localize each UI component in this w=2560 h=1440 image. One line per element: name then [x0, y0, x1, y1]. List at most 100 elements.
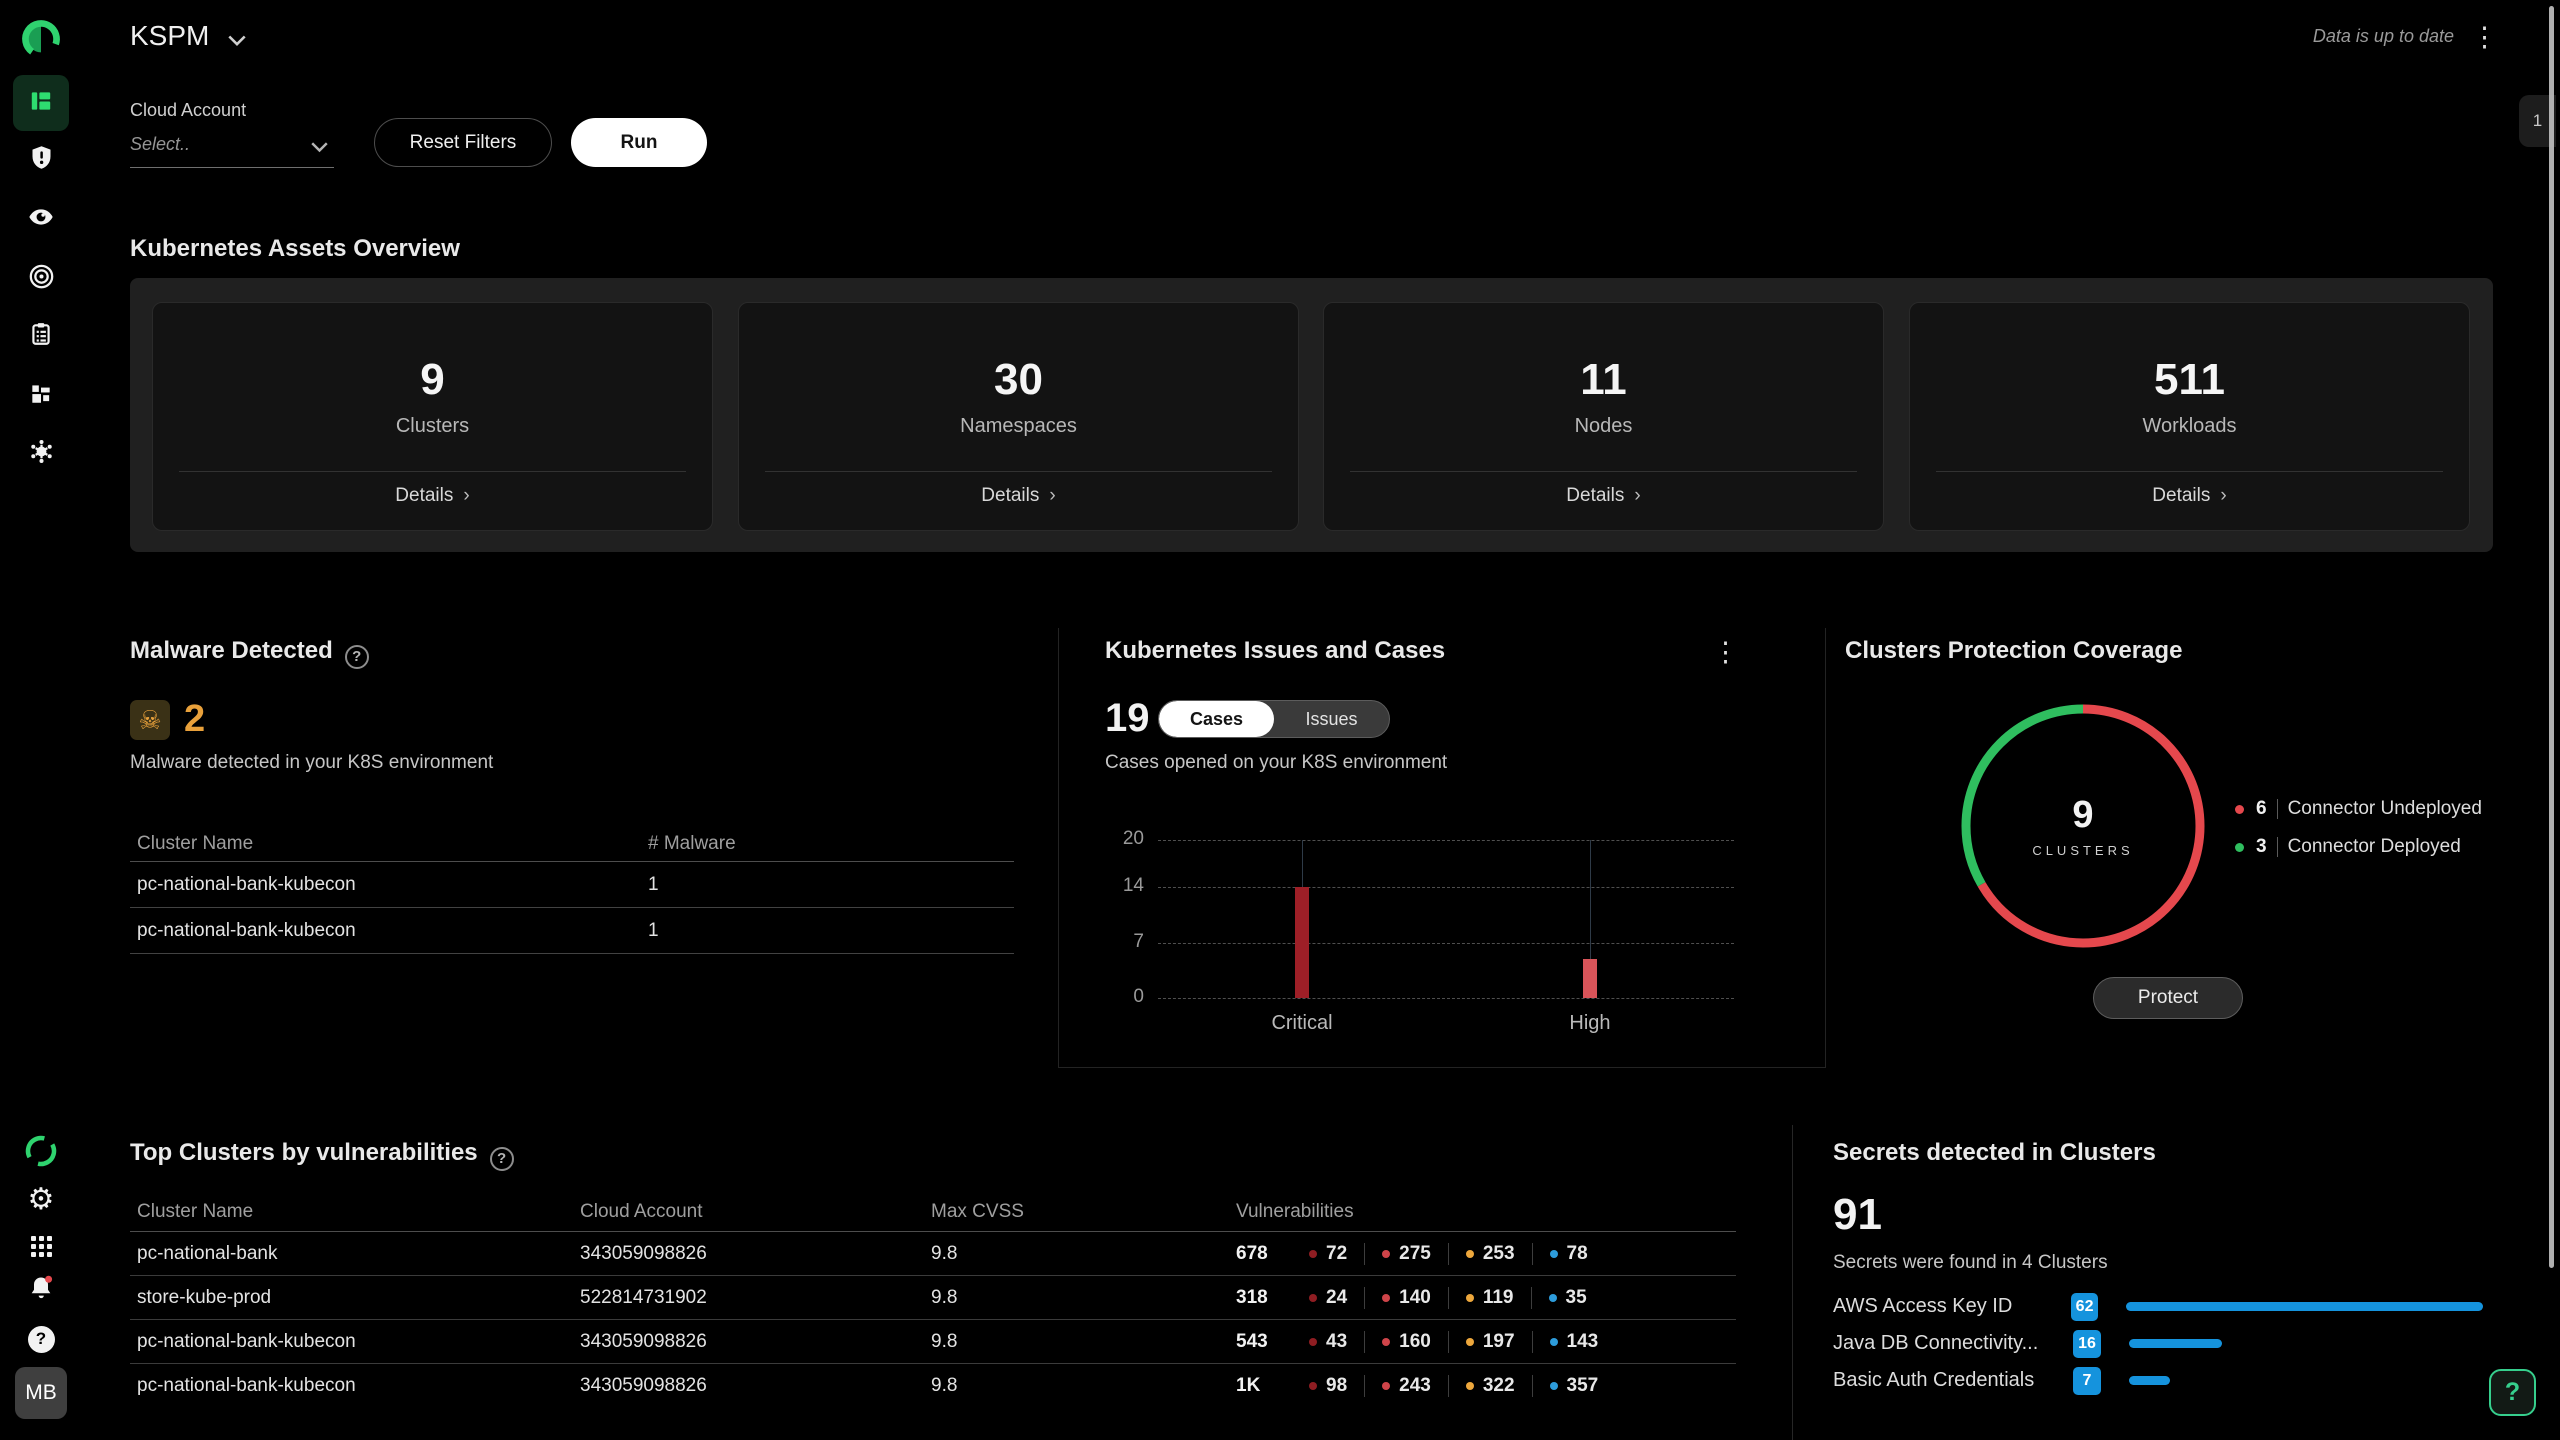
malware-badge: ☠ [130, 700, 170, 740]
y-tick-label: 7 [1133, 930, 1144, 952]
bar-high [1583, 958, 1597, 998]
run-button[interactable]: Run [571, 118, 707, 167]
col-max-cvss: Max CVSS [931, 1200, 1024, 1222]
reset-filters-button[interactable]: Reset Filters [374, 118, 552, 167]
secrets-count: 91 [1833, 1190, 1882, 1239]
sidebar-item-help[interactable]: ? [13, 1311, 69, 1367]
list-item[interactable]: Basic Auth Credentials 7 [1833, 1362, 2483, 1399]
blocks-icon [28, 380, 54, 411]
secrets-title: Secrets detected in Clusters [1833, 1139, 2156, 1166]
x-tick-label: Critical [1271, 1012, 1333, 1034]
high-dot-icon [1382, 1249, 1391, 1258]
top-clusters-table-header: Cluster Name Cloud Account Max CVSS Vuln… [130, 1192, 1736, 1232]
clusters-count: 9 [420, 355, 445, 404]
secrets-subtitle: Secrets were found in 4 Clusters [1833, 1252, 2108, 1273]
tab-issues[interactable]: Issues [1305, 708, 1358, 729]
assets-overview-panel: 9 Clusters Details › 30 Namespaces Detail… [130, 278, 2493, 552]
gridline [1158, 887, 1734, 889]
eye-icon [27, 203, 55, 236]
asset-card-namespaces: 30 Namespaces Details › [738, 302, 1299, 531]
gear-icon: ⚙ [27, 1183, 55, 1216]
count-badge: 16 [2073, 1329, 2101, 1358]
namespaces-label: Namespaces [960, 415, 1077, 437]
chevron-right-icon: › [2220, 485, 2227, 506]
count-badge: 7 [2073, 1366, 2101, 1395]
table-row[interactable]: pc-national-bank-kubecon 1 [130, 862, 1014, 908]
issues-cases-kebab-menu[interactable]: ⋮ [1712, 637, 1739, 667]
list-item[interactable]: Java DB Connectivity... 16 [1833, 1325, 2483, 1362]
coverage-donut-chart: 9 CLUSTERS [1958, 701, 2208, 951]
sidebar-item-visibility[interactable] [13, 191, 69, 247]
protect-button[interactable]: Protect [2093, 977, 2243, 1019]
sidebar-item-posture[interactable] [13, 132, 69, 188]
malware-title: Malware Detected? [130, 637, 369, 669]
table-row[interactable]: pc-national-bank-kubecon 343059098826 9.… [130, 1364, 1736, 1404]
scrollbar[interactable] [2549, 6, 2554, 1268]
donut-center: 9 CLUSTERS [1958, 701, 2208, 951]
col-cluster-name: Cluster Name [137, 832, 254, 854]
list-item[interactable]: AWS Access Key ID 62 [1833, 1288, 2483, 1325]
table-row[interactable]: pc-national-bank 343059098826 9.8 678 72… [130, 1232, 1736, 1276]
app-logo-icon[interactable] [21, 19, 61, 59]
help-tooltip-icon[interactable]: ? [344, 644, 369, 669]
table-row[interactable]: pc-national-bank-kubecon 1 [130, 908, 1014, 954]
help-tooltip-icon[interactable]: ? [489, 1146, 514, 1171]
shield-alert-icon [28, 144, 55, 176]
sidebar-item-product-logo[interactable] [13, 1125, 69, 1181]
sidebar-item-notifications[interactable] [13, 1262, 69, 1318]
select-placeholder: Select.. [130, 134, 191, 154]
sidebar-item-dashboard[interactable] [13, 75, 69, 131]
bar [2126, 1302, 2483, 1311]
chevron-down-icon[interactable] [228, 34, 246, 52]
high-dot-icon [1382, 1293, 1391, 1302]
bell-icon [27, 1274, 55, 1307]
nodes-label: Nodes [1574, 415, 1633, 437]
page-title[interactable]: KSPM [130, 20, 210, 51]
dashboard-icon [28, 88, 54, 119]
top-clusters-table: Cluster Name Cloud Account Max CVSS Vuln… [130, 1192, 1736, 1404]
sidebar-item-compliance[interactable] [13, 308, 69, 364]
nodes-details-link[interactable]: Details › [1566, 485, 1641, 506]
gridline [1158, 840, 1734, 841]
user-avatar[interactable]: MB [15, 1367, 67, 1419]
help-icon: ? [27, 1325, 55, 1353]
skull-icon: ☠ [138, 705, 162, 735]
cloud-account-select[interactable]: Select.. [130, 126, 334, 168]
sidebar-item-settings[interactable]: ⚙ [13, 1172, 69, 1228]
legend-item-deployed: 3 Connector Deployed [2235, 832, 2482, 862]
sidebar-item-assets[interactable] [13, 367, 69, 423]
ring-logo-icon [23, 1133, 59, 1174]
malware-table-header: Cluster Name # Malware [130, 826, 1014, 862]
namespaces-details-link[interactable]: Details › [981, 485, 1056, 506]
table-row[interactable]: pc-national-bank-kubecon 343059098826 9.… [130, 1320, 1736, 1364]
asset-card-workloads: 511 Workloads Details › [1909, 302, 2470, 531]
chevron-down-icon [311, 140, 328, 158]
clusters-details-link[interactable]: Details › [395, 485, 470, 506]
sidebar-item-target[interactable] [13, 251, 69, 307]
header-kebab-menu[interactable]: ⋮ [2471, 22, 2498, 52]
sidebar-item-apps[interactable] [13, 1218, 69, 1274]
tab-cases[interactable]: Cases [1159, 701, 1274, 737]
workloads-details-link[interactable]: Details › [2152, 485, 2227, 506]
asset-card-nodes: 11 Nodes Details › [1323, 302, 1884, 531]
gridline [1158, 942, 1734, 944]
bar-guide-line [1302, 840, 1303, 888]
medium-dot-icon [1465, 1293, 1474, 1302]
critical-dot-icon [1309, 1293, 1317, 1302]
chevron-right-icon: › [1049, 485, 1056, 506]
target-icon [28, 263, 55, 295]
sidebar-item-malware[interactable] [13, 426, 69, 482]
top-clusters-title: Top Clusters by vulnerabilities? [130, 1139, 514, 1171]
floating-help-button[interactable]: ? [2489, 1369, 2536, 1416]
count-badge: 62 [2070, 1292, 2099, 1321]
divider [765, 471, 1272, 472]
nodes-count: 11 [1580, 355, 1627, 404]
virus-icon [28, 438, 55, 470]
cloud-account-label: Cloud Account [130, 100, 247, 120]
col-vulnerabilities: Vulnerabilities [1236, 1200, 1354, 1222]
workloads-count: 511 [2154, 355, 2225, 404]
table-row[interactable]: store-kube-prod 522814731902 9.8 318 24 … [130, 1276, 1736, 1320]
high-dot-icon [1382, 1337, 1391, 1346]
assets-overview-title: Kubernetes Assets Overview [130, 235, 460, 262]
divider [2276, 837, 2278, 857]
